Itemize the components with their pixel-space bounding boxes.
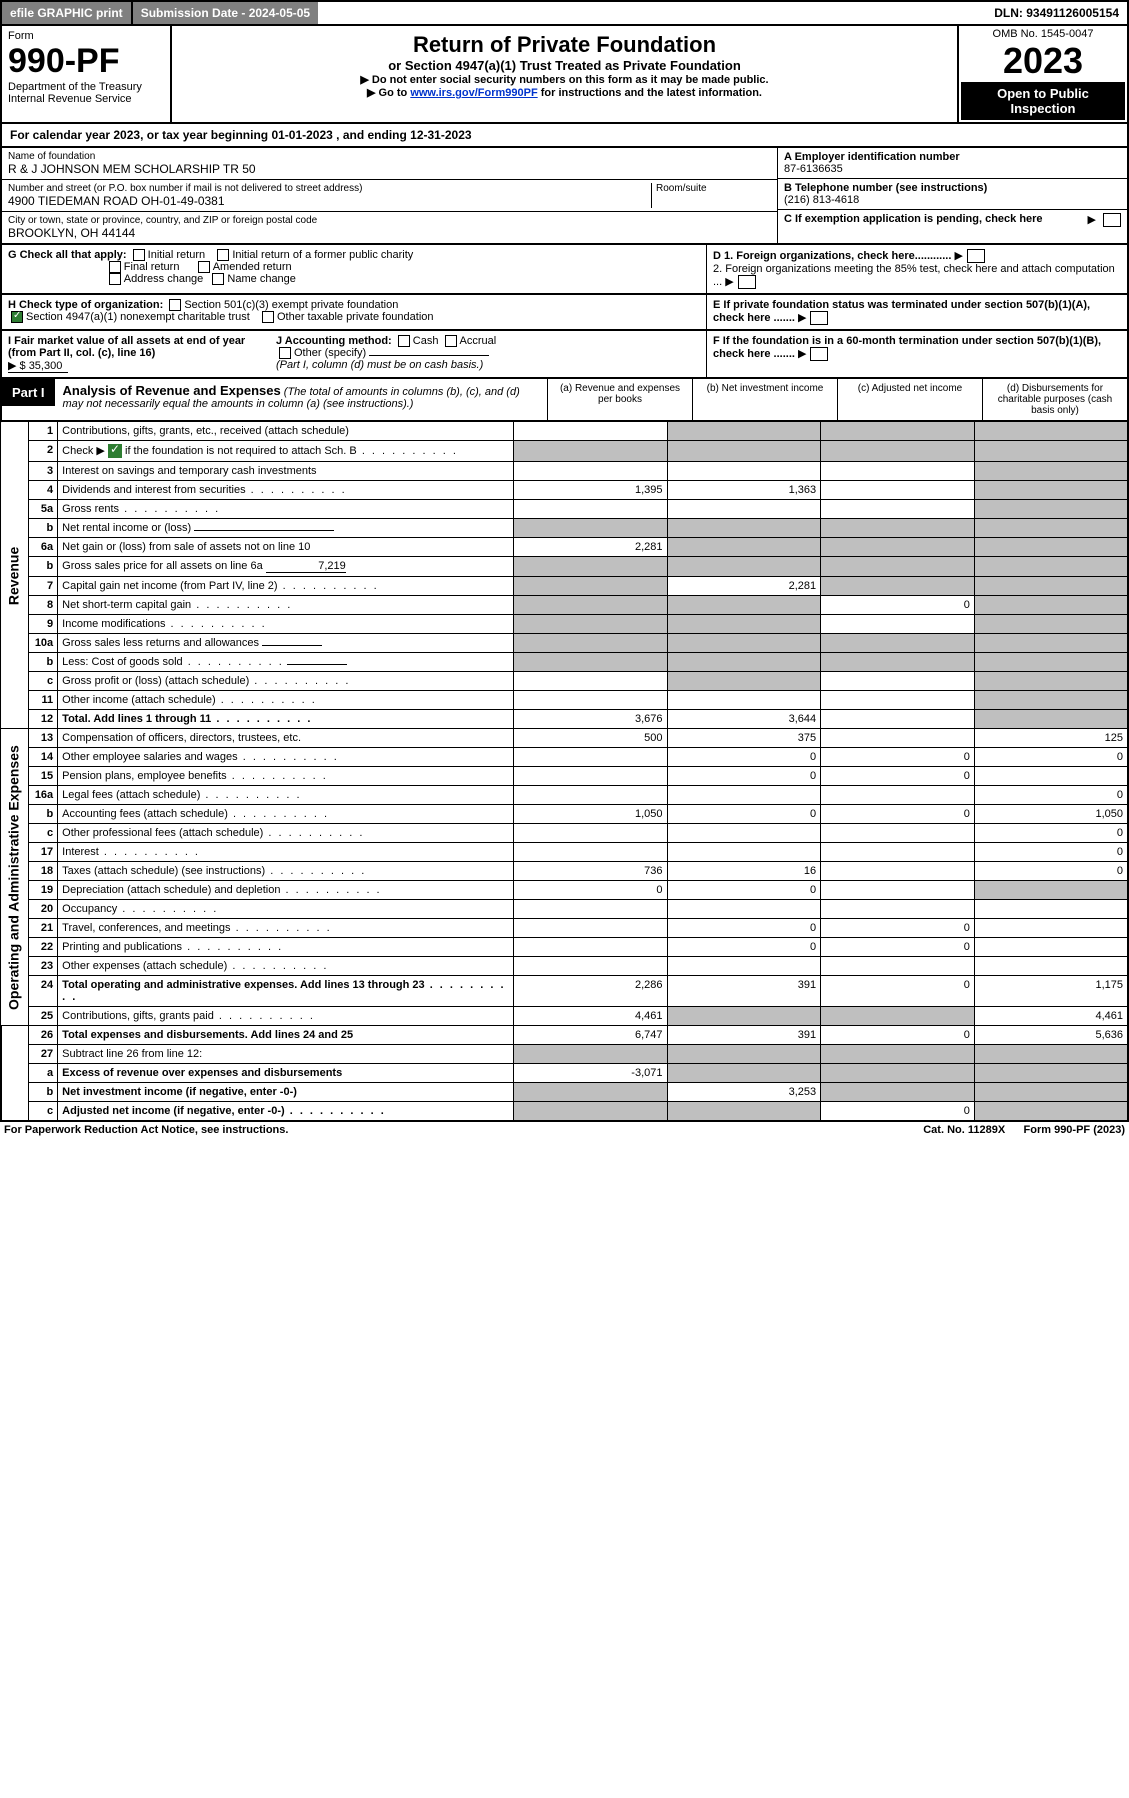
schb-check — [108, 444, 122, 458]
chk-initial-former[interactable] — [217, 249, 229, 261]
city-label: City or town, state or province, country… — [8, 215, 771, 226]
j-note: (Part I, column (d) must be on cash basi… — [276, 359, 483, 371]
ein-label: A Employer identification number — [784, 151, 1121, 163]
chk-final[interactable] — [109, 261, 121, 273]
chk-addr[interactable] — [109, 273, 121, 285]
note2: ▶ Go to www.irs.gov/Form990PF for instru… — [178, 86, 951, 99]
col-a: (a) Revenue and expenses per books — [547, 379, 692, 420]
h-label: H Check type of organization: — [8, 299, 163, 311]
chk-accrual[interactable] — [445, 335, 457, 347]
revenue-label: Revenue — [1, 422, 28, 729]
part1-table: Revenue 1Contributions, gifts, grants, e… — [0, 421, 1129, 1122]
calendar-year: For calendar year 2023, or tax year begi… — [0, 124, 1129, 148]
title: Return of Private Foundation — [178, 32, 951, 58]
chk-initial[interactable] — [133, 249, 145, 261]
form-number: 990-PF — [8, 42, 164, 81]
cat-no: Cat. No. 11289X — [923, 1124, 1005, 1136]
chk-amended[interactable] — [198, 261, 210, 273]
col-b: (b) Net investment income — [692, 379, 837, 420]
form990pf-link[interactable]: www.irs.gov/Form990PF — [410, 87, 537, 99]
e-label: E If private foundation status was termi… — [713, 299, 1090, 324]
efile-btn[interactable]: efile GRAPHIC print — [2, 2, 133, 24]
omb: OMB No. 1545-0047 — [961, 28, 1125, 40]
form-label: Form — [8, 30, 164, 42]
g-d-block: G Check all that apply: Initial return I… — [0, 245, 1129, 295]
f-checkbox[interactable] — [810, 347, 828, 361]
i-label: I Fair market value of all assets at end… — [8, 335, 245, 359]
i-value: ▶ $ 35,300 — [8, 359, 68, 373]
opex-label: Operating and Administrative Expenses — [1, 729, 28, 1026]
addr-label: Number and street (or P.O. box number if… — [8, 183, 651, 194]
part1-label: Part I — [2, 379, 55, 406]
footer: For Paperwork Reduction Act Notice, see … — [0, 1122, 1129, 1138]
chk-501c3[interactable] — [169, 299, 181, 311]
c-label: C If exemption application is pending, c… — [784, 213, 1043, 225]
d1-checkbox[interactable] — [967, 249, 985, 263]
room-label: Room/suite — [656, 183, 771, 194]
open-to-public: Open to Public Inspection — [961, 82, 1125, 120]
address: 4900 TIEDEMAN ROAD OH-01-49-0381 — [8, 194, 651, 208]
f-label: F If the foundation is in a 60-month ter… — [713, 335, 1101, 360]
d2-label: 2. Foreign organizations meeting the 85%… — [713, 263, 1115, 288]
c-checkbox[interactable] — [1103, 213, 1121, 227]
h-e-block: H Check type of organization: Section 50… — [0, 295, 1129, 331]
form-header: Form 990-PF Department of the Treasury I… — [0, 26, 1129, 124]
chk-other-tax[interactable] — [262, 311, 274, 323]
pra-notice: For Paperwork Reduction Act Notice, see … — [4, 1124, 288, 1136]
part1-header: Part I Analysis of Revenue and Expenses … — [0, 379, 1129, 421]
j-label: J Accounting method: — [276, 335, 392, 347]
id-block: Name of foundation R & J JOHNSON MEM SCH… — [0, 148, 1129, 245]
chk-cash[interactable] — [398, 335, 410, 347]
submission-date: Submission Date - 2024-05-05 — [133, 2, 318, 24]
chk-other-acct[interactable] — [279, 347, 291, 359]
chk-name[interactable] — [212, 273, 224, 285]
d2-checkbox[interactable] — [738, 275, 756, 289]
chk-4947[interactable] — [11, 311, 23, 323]
topbar: efile GRAPHIC print Submission Date - 20… — [0, 0, 1129, 26]
col-c: (c) Adjusted net income — [837, 379, 982, 420]
dln: DLN: 93491126005154 — [986, 2, 1127, 24]
e-checkbox[interactable] — [810, 311, 828, 325]
name-label: Name of foundation — [8, 151, 771, 162]
telephone: (216) 813-4618 — [784, 194, 1121, 206]
city: BROOKLYN, OH 44144 — [8, 226, 771, 240]
foundation-name: R & J JOHNSON MEM SCHOLARSHIP TR 50 — [8, 162, 771, 176]
tax-year: 2023 — [961, 40, 1125, 82]
irs: Internal Revenue Service — [8, 93, 164, 105]
col-d: (d) Disbursements for charitable purpose… — [982, 379, 1127, 420]
ein: 87-6136635 — [784, 163, 1121, 175]
subtitle: or Section 4947(a)(1) Trust Treated as P… — [178, 58, 951, 73]
g-label: G Check all that apply: — [8, 249, 127, 261]
ijf-block: I Fair market value of all assets at end… — [0, 331, 1129, 379]
form-ref: Form 990-PF (2023) — [1024, 1124, 1125, 1136]
note1: ▶ Do not enter social security numbers o… — [178, 73, 951, 86]
dept: Department of the Treasury — [8, 81, 164, 93]
part1-title: Analysis of Revenue and Expenses — [63, 383, 281, 398]
tel-label: B Telephone number (see instructions) — [784, 182, 1121, 194]
d1-label: D 1. Foreign organizations, check here..… — [713, 250, 951, 262]
